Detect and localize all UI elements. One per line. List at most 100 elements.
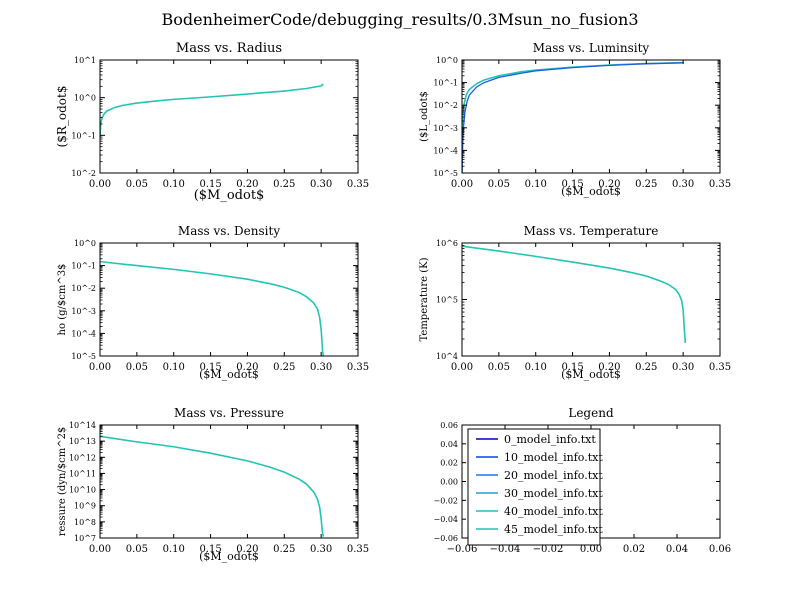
axes-frame xyxy=(99,59,359,174)
x-tick-label: 0.30 xyxy=(310,179,332,190)
y-tick-label: −0.04 xyxy=(433,515,458,524)
x-tick-label: 0.35 xyxy=(347,362,369,373)
x-tick-label: 0.10 xyxy=(163,179,185,190)
axes-frame xyxy=(461,59,721,174)
x-tick-label: 0.10 xyxy=(525,362,547,373)
y-tick-label: 10^4 xyxy=(436,352,458,361)
x-tick-label: 0.15 xyxy=(199,362,221,373)
data-series-line-1 xyxy=(100,260,325,356)
x-axis-label: ($M_odot$ xyxy=(561,368,621,381)
y-tick-label: 10^5 xyxy=(436,296,458,305)
x-tick-label: 0.20 xyxy=(598,179,620,190)
y-tick-label: 10^-3 xyxy=(433,124,458,133)
panel-title: Legend xyxy=(568,406,614,420)
x-tick-label: 0.15 xyxy=(561,179,583,190)
axes-frame xyxy=(99,242,359,357)
y-tick-label: 10^9 xyxy=(74,502,96,511)
x-tick-label: 0.30 xyxy=(310,362,332,373)
x-tick-label: 0.20 xyxy=(236,544,258,555)
y-tick-label: 10^-3 xyxy=(71,307,96,316)
x-axis-label: ($M_odot$ xyxy=(199,550,259,563)
y-tick-label: 10^13 xyxy=(69,437,96,446)
x-tick-label: 0.00 xyxy=(451,179,473,190)
x-tick-label: 0.25 xyxy=(635,179,657,190)
y-tick-label: −0.02 xyxy=(433,496,458,505)
legend-entry-label: 40_model_info.txt xyxy=(504,505,603,518)
x-tick-label: 0.05 xyxy=(126,544,148,555)
y-tick-label: 10^-1 xyxy=(71,131,96,140)
panel-title: Mass vs. Pressure xyxy=(174,406,284,420)
y-tick-label: 10^-1 xyxy=(71,262,96,271)
x-tick-label: 0.05 xyxy=(126,179,148,190)
y-tick-label: 0.04 xyxy=(440,440,458,449)
x-tick-label: 0.00 xyxy=(580,544,602,555)
y-tick-label: 10^0 xyxy=(436,56,458,65)
x-tick-label: 0.35 xyxy=(347,179,369,190)
x-tick-label: 0.30 xyxy=(672,362,694,373)
x-tick-label: 0.30 xyxy=(672,179,694,190)
x-tick-label: 0.02 xyxy=(623,544,645,555)
legend-entry-label: 30_model_info.txt xyxy=(504,487,603,500)
x-tick-label: 0.00 xyxy=(89,179,111,190)
x-tick-label: 0.00 xyxy=(89,544,111,555)
x-tick-label: 0.05 xyxy=(126,362,148,373)
panel-title: Mass vs. Luminsity xyxy=(533,41,650,55)
y-axis-label: ressure (dyn/$cm^2$ xyxy=(57,427,68,537)
y-tick-label: 10^-5 xyxy=(433,169,458,178)
x-tick-label: 0.00 xyxy=(89,362,111,373)
y-tick-label: 10^-4 xyxy=(71,329,96,338)
y-tick-label: 0.00 xyxy=(440,478,458,487)
y-tick-label: 10^14 xyxy=(69,421,96,430)
y-tick-label: 10^0 xyxy=(74,239,96,248)
y-tick-label: 0.06 xyxy=(440,421,458,430)
y-tick-label: 10^-5 xyxy=(71,352,96,361)
x-tick-label: 0.20 xyxy=(236,179,258,190)
legend-entry-label: 10_model_info.txt xyxy=(504,451,603,464)
x-tick-label: 0.35 xyxy=(709,179,731,190)
y-tick-label: 0.02 xyxy=(440,459,458,468)
chart-panel-3: Mass vs. Density 0.00 0.05 0.10 0.15 0.20 0.25… xyxy=(57,224,369,381)
y-tick-label: −0.06 xyxy=(433,534,458,543)
y-tick-label: 10^12 xyxy=(69,453,96,462)
y-tick-label: 10^11 xyxy=(69,469,96,478)
panel-title: Mass vs. Temperature xyxy=(524,224,659,238)
data-series-line-1 xyxy=(462,245,687,344)
x-tick-label: 0.06 xyxy=(709,544,731,555)
chart-panel-5: Mass vs. Pressure 0.00 0.05 0.10 0.15 0.20 0.2… xyxy=(57,406,369,563)
data-series-line-1 xyxy=(100,435,325,537)
figure-title: BodenheimerCode/debugging_results/0.3Msu… xyxy=(161,10,638,29)
y-tick-label: 10^7 xyxy=(74,534,96,543)
x-tick-label: 0.10 xyxy=(525,179,547,190)
y-tick-label: 10^0 xyxy=(74,94,96,103)
panel-title: Mass vs. Density xyxy=(178,224,280,238)
legend-entry-label: 45_model_info.txt xyxy=(504,523,603,536)
x-tick-label: 0.25 xyxy=(273,544,295,555)
y-tick-label: 10^-2 xyxy=(71,284,96,293)
y-tick-label: 10^-1 xyxy=(433,79,458,88)
x-tick-label: 0.25 xyxy=(273,362,295,373)
y-tick-label: 10^-2 xyxy=(71,169,96,178)
x-axis-label: ($M_odot$ xyxy=(194,188,265,203)
legend-box xyxy=(467,428,601,546)
y-tick-label: 10^1 xyxy=(74,56,96,65)
y-axis-label: ($L_odot$ xyxy=(419,91,430,142)
x-tick-label: 0.25 xyxy=(273,179,295,190)
x-tick-label: 0.04 xyxy=(666,544,688,555)
x-tick-label: 0.30 xyxy=(310,544,332,555)
x-tick-label: 0.15 xyxy=(561,362,583,373)
y-tick-label: 10^6 xyxy=(436,239,458,248)
y-tick-label: 10^8 xyxy=(74,518,96,527)
x-tick-label: 0.05 xyxy=(488,179,510,190)
x-tick-label: 0.05 xyxy=(488,362,510,373)
chart-panel-4: Mass vs. Temperature 0.00 0.05 0.10 0.15 0.20… xyxy=(419,224,731,381)
chart-panel-6: Legend −0.06 −0.04 −0.02 0.00 0.02 0.04 0.06 −0.… xyxy=(433,406,731,555)
y-tick-label: 10^-4 xyxy=(433,146,458,155)
panel-title: Mass vs. Radius xyxy=(176,41,282,56)
x-tick-label: 0.25 xyxy=(635,362,657,373)
legend-entry-label: 0_model_info.txt xyxy=(504,433,596,446)
data-series-line-1 xyxy=(100,83,324,138)
x-tick-label: −0.02 xyxy=(533,544,564,555)
y-tick-label: 10^-2 xyxy=(433,101,458,110)
chart-panel-1: Mass vs. Radius 0.00 0.05 0.10 0.15 0.20 0.25 0… xyxy=(55,41,369,203)
